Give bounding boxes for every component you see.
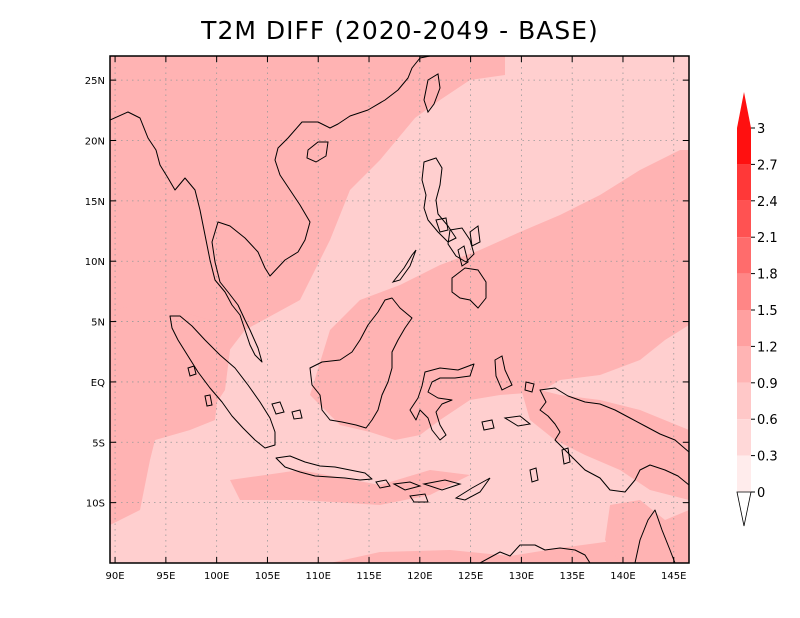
island-negros bbox=[457, 245, 469, 267]
colorbar-label: 2.4 bbox=[757, 195, 778, 210]
island-buru bbox=[481, 419, 495, 431]
longitude-ticks: 90E 95E 100E 105E 110E 115E 120E 125E 130E 135E 14… bbox=[106, 56, 686, 582]
lon-tick-label: 145E bbox=[661, 571, 686, 582]
island-sulawesi bbox=[409, 363, 475, 441]
island-tanimbar bbox=[529, 467, 539, 483]
colorbar-segment bbox=[737, 419, 751, 456]
colorbar-segment bbox=[737, 200, 751, 238]
grid-lines bbox=[110, 56, 689, 563]
island-halmahera bbox=[494, 355, 513, 391]
colorbar: 3 2.7 2.4 2.1 1.8 1.5 1.2 0.9 0.6 0.3 0 bbox=[736, 92, 778, 527]
colorbar-label: 0.6 bbox=[757, 413, 778, 428]
colorbar-segment bbox=[737, 310, 751, 347]
island-mindoro bbox=[435, 217, 449, 233]
lon-tick-label: 125E bbox=[458, 571, 483, 582]
warm-region-east bbox=[520, 385, 689, 500]
coast-australia bbox=[479, 544, 591, 563]
island-flores bbox=[422, 479, 462, 491]
coast-cape-york bbox=[634, 509, 676, 563]
colorbar-segment bbox=[737, 164, 751, 201]
island-hainan bbox=[306, 141, 329, 163]
chart-title: T2M DIFF (2020-2049 - BASE) bbox=[201, 16, 599, 45]
warm-region-east-edge bbox=[605, 500, 689, 563]
shaded-field bbox=[110, 56, 689, 563]
colorbar-label: 1.5 bbox=[757, 304, 778, 319]
lon-tick-label: 110E bbox=[306, 571, 331, 582]
colorbar-segment bbox=[737, 382, 751, 420]
lat-tick-label: 25N bbox=[85, 76, 105, 87]
island-belitung bbox=[291, 409, 303, 420]
lon-tick-label: 115E bbox=[356, 571, 381, 582]
coastline-mainland-asia bbox=[110, 56, 431, 363]
island-visayas bbox=[447, 227, 475, 263]
lat-tick-label: 10S bbox=[86, 499, 105, 510]
island-borneo bbox=[309, 297, 413, 429]
island-nias bbox=[187, 365, 197, 377]
island-taiwan bbox=[423, 73, 441, 114]
island-timor bbox=[454, 477, 491, 501]
colorbar-label: 2.1 bbox=[757, 231, 778, 246]
island-seram bbox=[503, 415, 532, 427]
island-sumatra bbox=[169, 315, 276, 449]
lon-tick-label: 135E bbox=[559, 571, 584, 582]
colorbar-bottom-arrow bbox=[736, 491, 752, 527]
island-maluku-small bbox=[524, 381, 535, 393]
lon-tick-label: 130E bbox=[509, 571, 534, 582]
colorbar-segment bbox=[737, 128, 751, 165]
island-mentawai bbox=[204, 394, 213, 407]
island-aru bbox=[561, 447, 571, 465]
colorbar-label: 0 bbox=[757, 486, 765, 501]
island-sumbawa bbox=[392, 481, 422, 491]
lon-tick-label: 120E bbox=[407, 571, 432, 582]
colorbar-label: 0.9 bbox=[757, 377, 778, 392]
colorbar-label: 1.2 bbox=[757, 340, 778, 355]
lon-tick-label: 100E bbox=[204, 571, 229, 582]
island-luzon bbox=[421, 157, 457, 243]
colorbar-top-arrow bbox=[737, 92, 751, 128]
island-java bbox=[275, 455, 373, 481]
latitude-ticks: 25N 20N 15N 10N 5N EQ 5S 10S bbox=[85, 76, 689, 510]
island-sumba bbox=[409, 493, 429, 503]
warm-region-south bbox=[110, 305, 230, 445]
lon-tick-label: 95E bbox=[156, 571, 175, 582]
lat-tick-label: EQ bbox=[91, 378, 105, 389]
island-bali-lombok bbox=[375, 479, 391, 489]
lat-tick-label: 10N bbox=[85, 257, 105, 268]
island-new-guinea bbox=[539, 387, 689, 493]
island-palawan bbox=[391, 249, 417, 283]
lat-tick-label: 5N bbox=[91, 318, 105, 329]
colorbar-label: 1.8 bbox=[757, 268, 778, 283]
lon-tick-label: 90E bbox=[106, 571, 125, 582]
colorbar-label: 2.7 bbox=[757, 158, 778, 173]
colorbar-segment bbox=[737, 455, 751, 492]
colorbar-label: 3 bbox=[757, 122, 765, 137]
lon-tick-label: 140E bbox=[610, 571, 635, 582]
plot-frame bbox=[109, 55, 690, 564]
lat-tick-label: 15N bbox=[85, 197, 105, 208]
island-mindanao bbox=[451, 267, 487, 309]
lat-tick-label: 20N bbox=[85, 137, 105, 148]
colorbar-segment bbox=[737, 273, 751, 310]
colorbar-segment bbox=[737, 346, 751, 383]
lat-tick-label: 5S bbox=[92, 438, 105, 449]
island-samar bbox=[469, 225, 481, 247]
colorbar-segment bbox=[737, 237, 751, 274]
lon-tick-label: 105E bbox=[255, 571, 280, 582]
island-bangka bbox=[271, 401, 285, 415]
warm-region-central bbox=[310, 150, 689, 440]
colorbar-label: 0.3 bbox=[757, 450, 778, 465]
coastlines bbox=[110, 56, 689, 563]
